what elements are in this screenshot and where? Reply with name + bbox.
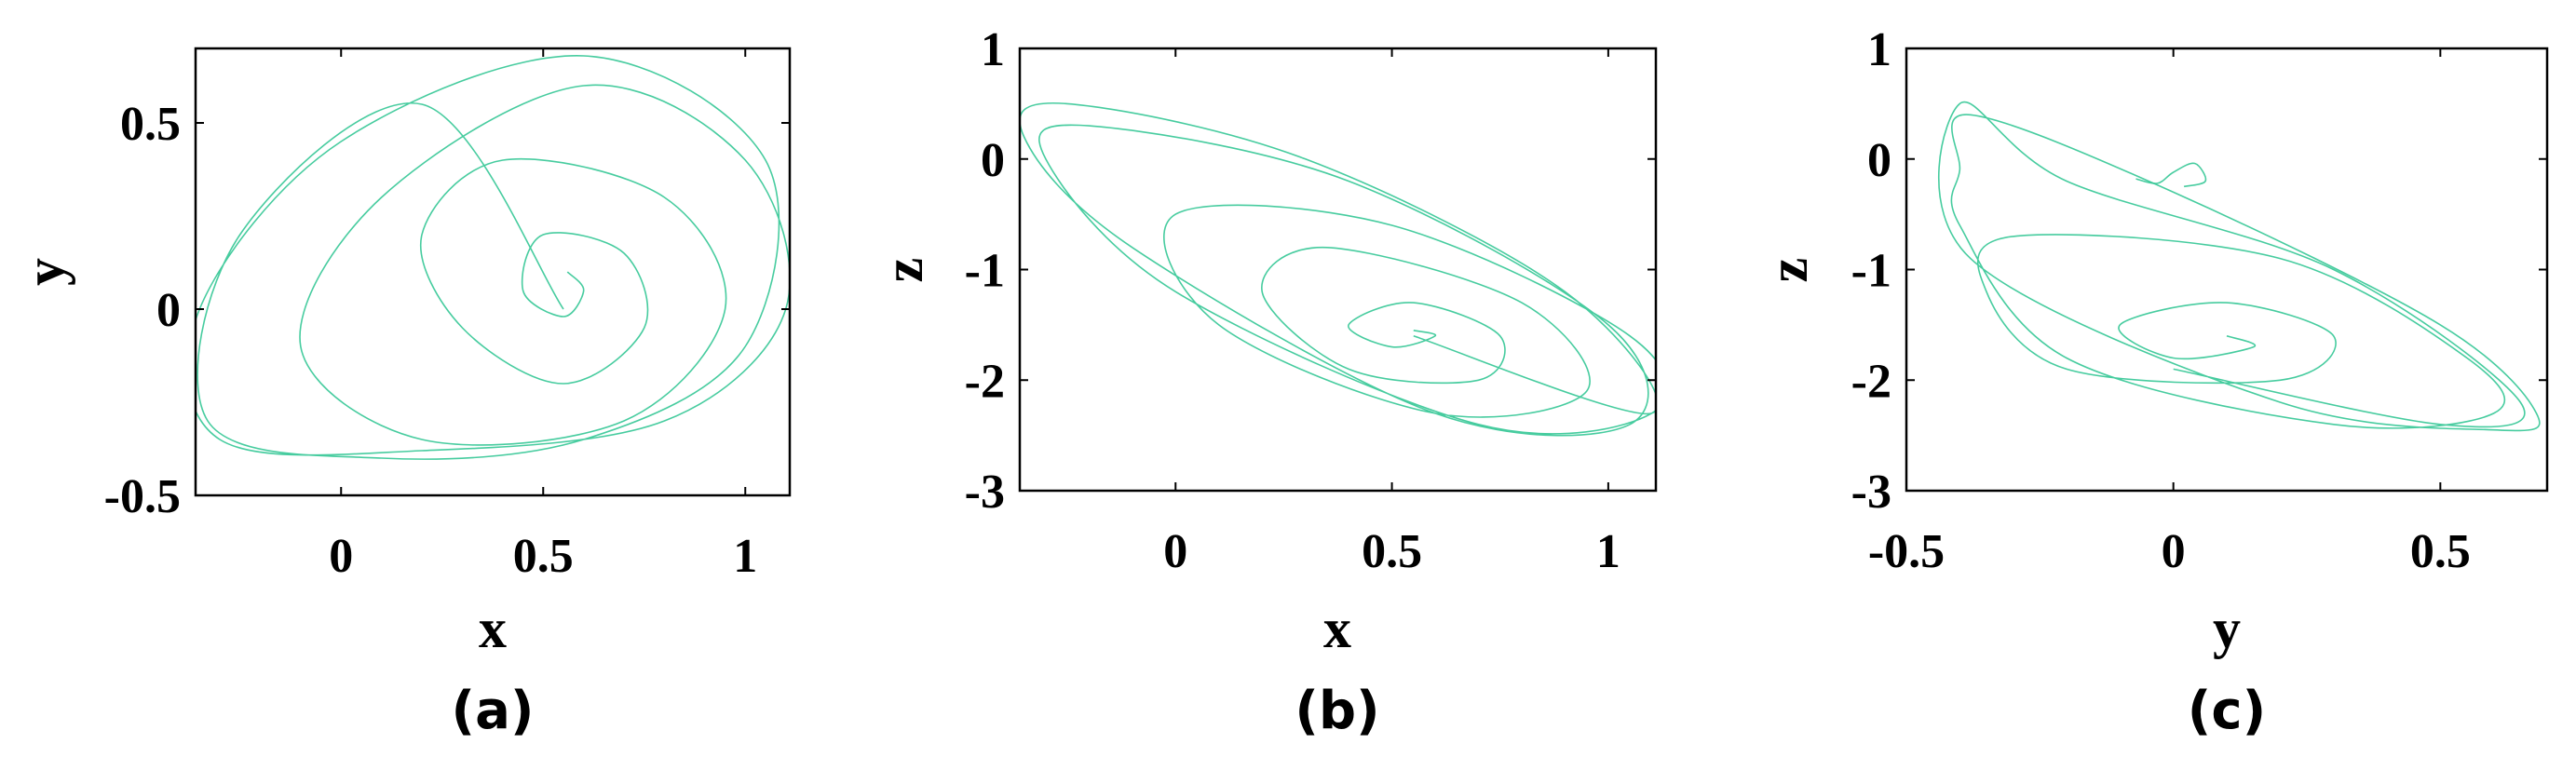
x-tick-label-b: 0.5 — [1362, 525, 1422, 578]
y-tick-label-b: -2 — [965, 355, 1005, 408]
x-tick-label-c: 0 — [2162, 525, 2186, 578]
trajectory-b — [1020, 101, 1656, 437]
ticks-b: 0 0.5 1 -3 -2 -1 0 1 — [965, 23, 1656, 578]
trajectory-line-c-0 — [1938, 101, 2541, 432]
panel-label-c: (c) — [2188, 681, 2266, 741]
y-tick-label-a: 0.5 — [120, 98, 181, 151]
x-tick-label-c: 0.5 — [2410, 525, 2471, 578]
y-axis-label-a: y — [14, 258, 75, 286]
y-tick-label-c: -2 — [1851, 355, 1891, 408]
panel-c: -0.5 0 0.5 -3 -2 -1 0 1 y z (c) — [1757, 23, 2549, 741]
x-tick-label-a: 0.5 — [513, 530, 574, 583]
y-tick-label-b: 1 — [981, 23, 1005, 76]
y-tick-label-a: 0 — [156, 284, 181, 337]
y-tick-label-c: -3 — [1851, 466, 1891, 519]
panel-b: 0 0.5 1 -3 -2 -1 0 1 x z (b) — [873, 23, 1658, 741]
trajectory-c — [1938, 101, 2541, 432]
x-tick-label-a: 0 — [329, 530, 353, 583]
trajectory-line-a-0 — [196, 55, 790, 460]
x-tick-label-a: 1 — [733, 530, 757, 583]
x-tick-label-b: 1 — [1596, 525, 1620, 578]
panel-label-b: (b) — [1295, 681, 1379, 741]
trajectory-a — [196, 55, 790, 460]
ticks-a: 0 0.5 1 -0.5 0 0.5 — [104, 48, 790, 583]
y-tick-label-b: -3 — [965, 466, 1005, 519]
panel-label-a: (a) — [452, 681, 535, 741]
y-tick-label-a: -0.5 — [104, 470, 181, 523]
y-tick-label-c: -1 — [1851, 245, 1891, 298]
y-axis-label-c: z — [1757, 258, 1819, 283]
plot-frame-a — [194, 47, 792, 497]
x-axis-label-c: y — [2213, 598, 2241, 659]
x-tick-label-b: 0 — [1163, 525, 1187, 578]
plot-frame-b — [1018, 47, 1658, 493]
y-tick-label-c: 1 — [1867, 23, 1891, 76]
ticks-c: -0.5 0 0.5 -3 -2 -1 0 1 — [1851, 23, 2547, 578]
trajectory-line-b-0 — [1020, 101, 1656, 437]
y-tick-label-c: 0 — [1867, 134, 1891, 187]
panel-a: 0 0.5 1 -0.5 0 0.5 x y (a) — [14, 47, 792, 741]
y-axis-label-b: z — [873, 258, 934, 283]
x-tick-label-c: -0.5 — [1868, 525, 1945, 578]
y-tick-label-b: 0 — [981, 134, 1005, 187]
x-axis-label-b: x — [1323, 598, 1351, 659]
x-axis-label-a: x — [479, 598, 507, 659]
trajectory-line-c-1 — [2135, 162, 2207, 188]
y-tick-label-b: -1 — [965, 245, 1005, 298]
